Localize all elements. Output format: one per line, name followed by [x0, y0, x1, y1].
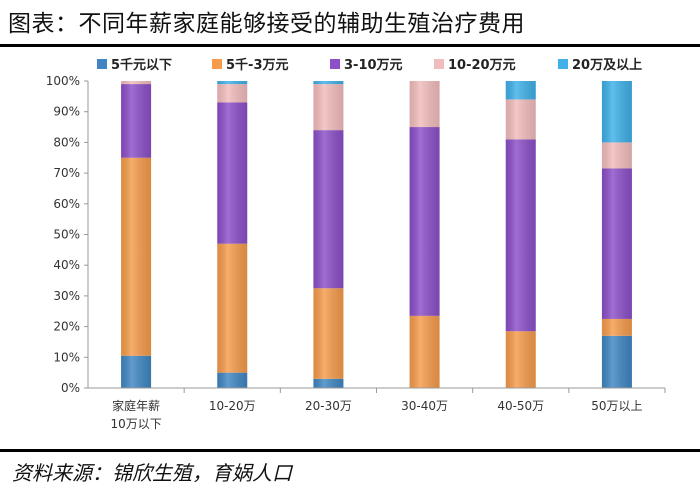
x-category-label-1: 家庭年薪 10万以下 — [110, 398, 161, 431]
title-rule — [0, 44, 700, 47]
legend-swatch-3 — [330, 59, 340, 69]
x-category-label-6: 50万以上 — [591, 399, 642, 413]
x-category-line-5-1: 40-50万 — [497, 399, 544, 413]
bar-shade-c6-s4 — [601, 142, 632, 169]
bar-shade-c6-s2 — [601, 318, 632, 336]
x-category-label-4: 30-40万 — [401, 399, 448, 413]
x-category-line-1-1: 家庭年薪 — [112, 398, 160, 413]
bar-shade-c5-s3 — [505, 139, 536, 332]
legend-swatch-4 — [434, 59, 444, 69]
bar-shade-c2-s1 — [217, 372, 248, 388]
bar-shade-c3-s3 — [313, 130, 344, 289]
stacked-bar-chart: 5千元以下 5千-3万元 3-10万元 10-20万元 20万及以上 0% 10% 20% 3… — [46, 57, 666, 431]
bar-shade-c6-s3 — [601, 168, 632, 319]
source-rule — [0, 449, 700, 452]
x-category-line-2-1: 10-20万 — [209, 399, 256, 413]
bar-shade-c2-s4 — [217, 84, 248, 103]
bar-shade-c2-s3 — [217, 102, 248, 244]
legend-label-1: 5千元以下 — [111, 57, 172, 73]
y-tick-label-2: 20% — [53, 320, 80, 334]
chart-title: 图表：不同年薪家庭能够接受的辅助生殖治疗费用 — [8, 11, 525, 37]
x-category-label-3: 20-30万 — [305, 399, 352, 413]
legend-swatch-5 — [558, 59, 568, 69]
y-tick-label-7: 70% — [53, 166, 80, 180]
bar-shade-c3-s5 — [313, 81, 344, 85]
y-tick-label-8: 80% — [53, 135, 80, 149]
x-category-line-3-1: 20-30万 — [305, 399, 352, 413]
bar-shade-c3-s1 — [313, 378, 344, 388]
x-category-line-6-1: 50万以上 — [591, 399, 642, 413]
legend-label-4: 10-20万元 — [448, 58, 516, 73]
chart-legend: 5千元以下 5千-3万元 3-10万元 10-20万元 20万及以上 — [97, 57, 642, 73]
bar-shade-c5-s2 — [505, 331, 536, 388]
y-tick-label-4: 40% — [53, 258, 80, 272]
legend-label-5: 20万及以上 — [572, 58, 642, 73]
y-tick-label-0: 0% — [61, 381, 80, 395]
bar-shade-c1-s1 — [121, 355, 152, 388]
bar-shade-c4-s2 — [409, 315, 440, 388]
bar-shade-c1-s2 — [121, 157, 152, 356]
y-axis: 0% 10% 20% 30% 40% 50% 60% 70% 80% 90% 100% — [46, 74, 89, 395]
bar-shade-c3-s2 — [313, 288, 344, 379]
y-tick-label-10: 100% — [46, 74, 80, 88]
bars — [121, 81, 632, 388]
bar-shade-c5-s4 — [505, 99, 536, 140]
y-tick-label-1: 10% — [53, 350, 80, 364]
bar-shade-c6-s5 — [601, 81, 632, 143]
source-note: 资料来源：锦欣生殖，育娲人口 — [12, 461, 292, 485]
legend-swatch-1 — [97, 59, 107, 69]
x-category-label-5: 40-50万 — [497, 399, 544, 413]
y-tick-label-3: 30% — [53, 289, 80, 303]
x-category-label-2: 10-20万 — [209, 399, 256, 413]
y-tick-label-6: 60% — [53, 197, 80, 211]
bar-shade-c1-s4 — [121, 81, 152, 85]
bar-shade-c5-s5 — [505, 81, 536, 100]
y-tick-label-5: 50% — [53, 228, 80, 242]
x-category-line-4-1: 30-40万 — [401, 399, 448, 413]
y-tick-label-9: 90% — [53, 105, 80, 119]
bar-shade-c4-s4 — [409, 81, 440, 128]
bar-shade-c2-s5 — [217, 81, 248, 85]
legend-label-3: 3-10万元 — [344, 58, 403, 73]
bar-shade-c2-s2 — [217, 243, 248, 373]
bar-shade-c3-s4 — [313, 84, 344, 131]
bar-shade-c4-s3 — [409, 127, 440, 316]
legend-label-2: 5千-3万元 — [226, 57, 289, 73]
x-category-line-1-2: 10万以下 — [110, 417, 161, 431]
bar-shade-c6-s1 — [601, 335, 632, 388]
legend-swatch-2 — [212, 59, 222, 69]
bar-shade-c1-s3 — [121, 84, 152, 158]
x-axis: 家庭年薪 10万以下 10-20万 20-30万 30-40万 40-50万 50万以上 — [88, 387, 666, 431]
